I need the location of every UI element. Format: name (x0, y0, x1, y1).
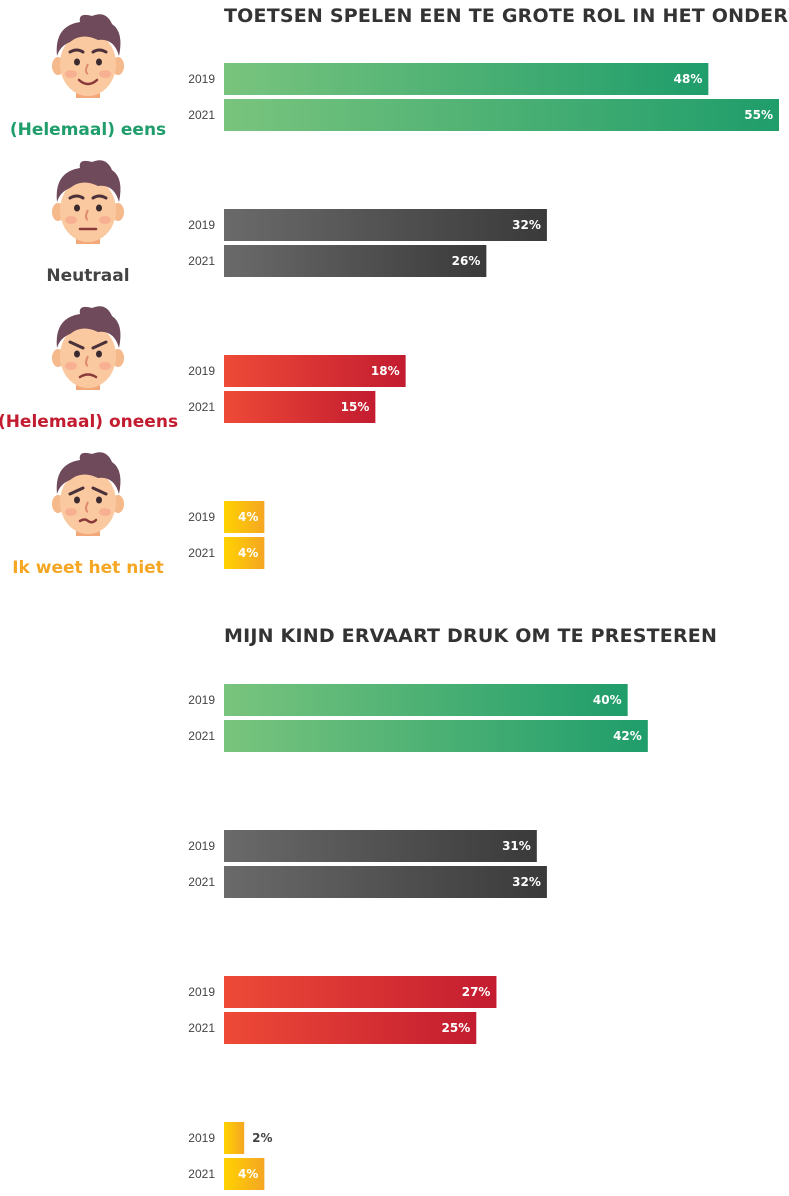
bar (224, 866, 547, 898)
bar (224, 209, 547, 241)
value-label: 18% (371, 364, 400, 378)
bar (224, 1122, 245, 1154)
year-label: 2019 (188, 364, 215, 378)
year-label: 2019 (188, 218, 215, 232)
value-label: 40% (593, 693, 622, 707)
chart-title: TOETSEN SPELEN EEN TE GROTE ROL IN HET O… (224, 5, 789, 27)
bar (224, 684, 628, 716)
bar (224, 355, 406, 387)
category-label: Neutraal (46, 266, 129, 286)
bar (224, 1012, 477, 1044)
year-label: 2019 (188, 985, 215, 999)
face-unsure-icon (52, 452, 124, 536)
value-label: 42% (613, 729, 642, 743)
year-label: 2021 (188, 875, 215, 889)
year-label: 2021 (188, 1167, 215, 1181)
value-label: 2% (252, 1131, 272, 1145)
year-label: 2021 (188, 108, 215, 122)
value-label: 48% (674, 72, 703, 86)
bar (224, 63, 709, 95)
year-label: 2021 (188, 400, 215, 414)
face-neutral-icon (52, 160, 124, 244)
value-label: 4% (238, 546, 258, 560)
face-angry-icon (52, 306, 124, 390)
value-label: 27% (462, 985, 491, 999)
face-happy-icon (52, 14, 124, 98)
value-label: 31% (502, 839, 531, 853)
bar (224, 99, 779, 131)
bar (224, 1158, 265, 1190)
year-label: 2021 (188, 1021, 215, 1035)
value-label: 32% (512, 218, 541, 232)
bar (224, 976, 497, 1008)
category-label: Ik weet het niet (12, 558, 164, 578)
faces-layer (52, 14, 124, 536)
year-label: 2019 (188, 693, 215, 707)
year-label: 2019 (188, 1131, 215, 1145)
bar (224, 245, 487, 277)
bar (224, 537, 265, 569)
marks-layer: TOETSEN SPELEN EEN TE GROTE ROL IN HET O… (0, 5, 789, 1190)
year-label: 2021 (188, 546, 215, 560)
value-label: 26% (452, 254, 481, 268)
value-label: 15% (341, 400, 370, 414)
value-label: 55% (744, 108, 773, 122)
bar (224, 830, 537, 862)
value-label: 4% (238, 510, 258, 524)
year-label: 2019 (188, 839, 215, 853)
year-label: 2021 (188, 254, 215, 268)
value-label: 4% (238, 1167, 258, 1181)
category-label: (Helemaal) oneens (0, 412, 178, 432)
year-label: 2019 (188, 72, 215, 86)
chart-title: MIJN KIND ERVAART DRUK OM TE PRESTEREN (224, 625, 717, 647)
year-label: 2019 (188, 510, 215, 524)
value-label: 32% (512, 875, 541, 889)
category-label: (Helemaal) eens (10, 120, 166, 140)
year-label: 2021 (188, 729, 215, 743)
bar (224, 391, 376, 423)
bar (224, 501, 265, 533)
value-label: 25% (442, 1021, 471, 1035)
bar (224, 720, 648, 752)
